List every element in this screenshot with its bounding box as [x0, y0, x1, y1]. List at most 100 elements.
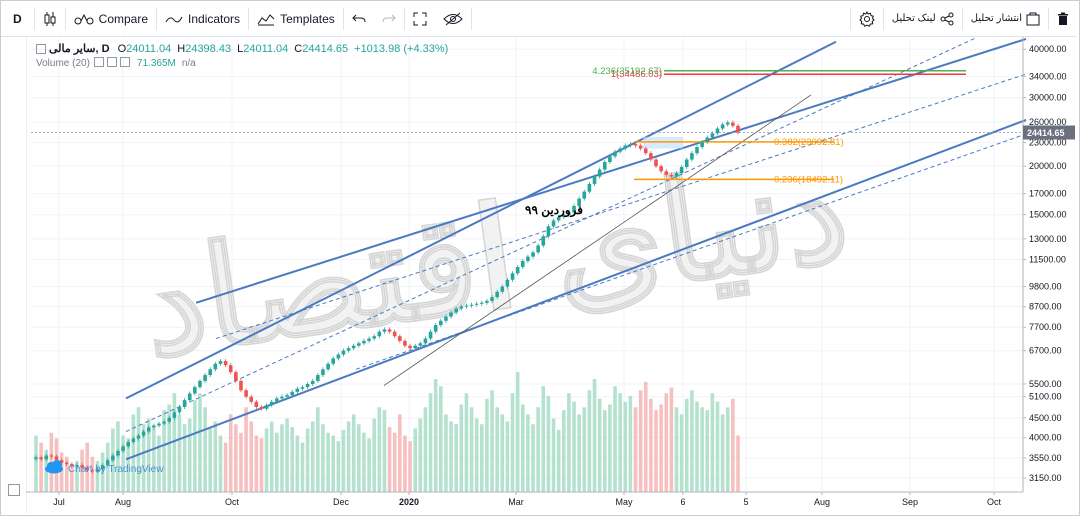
- tradingview-credit[interactable]: Chart by TradingView: [45, 460, 164, 475]
- collapse-icon[interactable]: [36, 43, 46, 54]
- compare-button[interactable]: Compare: [66, 1, 156, 36]
- candle-body: [321, 369, 325, 376]
- volume-controls[interactable]: [93, 57, 133, 70]
- settings-icon[interactable]: [106, 57, 117, 67]
- watermark-text: دنیای اقتصاد: [133, 131, 857, 385]
- candle-body: [213, 363, 218, 370]
- candle-body: [198, 380, 202, 388]
- symbol-title[interactable]: سایر مالی, D: [49, 43, 110, 55]
- delete-button[interactable]: [1049, 1, 1077, 36]
- candle-body: [64, 462, 69, 465]
- volume-bar: [351, 414, 356, 492]
- candle-body: [577, 198, 581, 206]
- undo-icon: [352, 13, 366, 25]
- candle-body: [515, 267, 520, 274]
- candle-body: [90, 470, 95, 472]
- hide-drawings-button[interactable]: [435, 1, 471, 36]
- annotation[interactable]: فروردین ۹۹: [525, 203, 583, 218]
- undo-button[interactable]: [344, 1, 374, 36]
- volume-bar: [290, 427, 295, 492]
- fullscreen-button[interactable]: [405, 1, 435, 36]
- volume-bar: [613, 386, 617, 492]
- indicators-icon: [165, 13, 183, 25]
- volume-bar: [131, 414, 136, 492]
- fib-level-label: 1(34486.03): [611, 69, 662, 80]
- volume-bar: [295, 435, 300, 492]
- volume-bar: [439, 386, 443, 492]
- candle-body: [700, 141, 704, 148]
- candle-body: [736, 125, 740, 133]
- candle-body: [710, 133, 715, 138]
- credit-text: Chart by TradingView: [68, 464, 164, 475]
- fibonacci-levels[interactable]: 0.236(18492.11) 0.382(23092.81) 1(34486.03…: [592, 66, 966, 186]
- high-value: 24398.43: [185, 42, 232, 55]
- candle-body: [95, 469, 100, 472]
- volume-bar: [326, 432, 330, 492]
- volume-bar: [341, 429, 346, 492]
- top-toolbar: D Compare Indicators Templates: [1, 1, 1077, 37]
- candle-body: [136, 435, 141, 439]
- volume-bar: [157, 435, 161, 492]
- settings-button[interactable]: [851, 1, 883, 36]
- candle-body: [377, 331, 382, 337]
- templates-button[interactable]: Templates: [249, 1, 343, 36]
- publish-analysis-button[interactable]: انتشار تحلیل: [963, 1, 1048, 36]
- volume-bar: [454, 424, 458, 492]
- chart-type-button[interactable]: [35, 1, 65, 36]
- scroll-to-start-button[interactable]: [8, 484, 20, 496]
- candle-body: [679, 167, 684, 174]
- candle-body: [305, 384, 310, 388]
- candle-body: [182, 400, 187, 407]
- price-chart[interactable]: دنیای اقتصاد 0.236(18492.11) 0.382(23092.…: [26, 37, 1076, 513]
- candle-body: [346, 348, 351, 351]
- candle-body: [208, 369, 213, 376]
- toolbar-divider: [961, 7, 963, 30]
- indicators-button[interactable]: Indicators: [157, 1, 248, 36]
- candle-body: [628, 144, 633, 146]
- volume-bar: [725, 407, 730, 492]
- volume-bar: [177, 414, 182, 492]
- fib-zone: [643, 136, 683, 149]
- candle-body: [490, 297, 494, 301]
- candlestick-series: [34, 120, 740, 474]
- close-value: 24414.65: [302, 42, 349, 55]
- volume-bar: [551, 418, 556, 492]
- volume-bar: [310, 421, 315, 492]
- candle-body: [100, 465, 105, 470]
- volume-bar: [182, 424, 187, 492]
- candle-body: [469, 304, 474, 306]
- volume-bars: [34, 372, 740, 492]
- volume-bar: [34, 435, 38, 492]
- candle-body: [572, 205, 576, 213]
- volume-bar: [146, 418, 151, 492]
- volume-bar: [444, 414, 448, 492]
- fib-level-label: 0.382(23092.81): [774, 137, 844, 148]
- trend-channel[interactable]: [125, 37, 1027, 461]
- candle-body: [75, 465, 79, 467]
- volume-bar: [392, 432, 397, 492]
- interval-button[interactable]: D: [1, 1, 34, 36]
- volume-bar: [372, 418, 376, 492]
- time-tick-label: Mar: [508, 497, 524, 507]
- low-label: L: [237, 42, 244, 55]
- volume-bar: [659, 404, 663, 492]
- candle-body: [362, 340, 366, 344]
- time-tick-label: 5: [743, 497, 748, 507]
- candle-body: [474, 303, 479, 305]
- eye-icon[interactable]: [93, 57, 104, 67]
- time-tick-label: May: [615, 497, 633, 507]
- volume-bar: [141, 424, 146, 492]
- candle-body: [316, 375, 320, 381]
- link-analysis-button[interactable]: لینک تحلیل: [884, 1, 962, 36]
- price-axis[interactable]: 3150.00 3550.00 4000.00 4500.00 5100.00 5500.…: [31, 37, 1075, 492]
- time-axis[interactable]: Jul Aug Oct Dec 2020 Mar May 6 5 Aug Sep Oct: [26, 491, 1023, 507]
- candle-body: [479, 302, 484, 304]
- low-value: 24011.04: [243, 42, 289, 55]
- toolbar-divider: [1048, 7, 1049, 30]
- redo-button[interactable]: [374, 1, 404, 36]
- volume-bar: [285, 418, 289, 492]
- candle-body: [54, 456, 59, 461]
- close-icon[interactable]: [119, 57, 130, 67]
- volume-bar: [387, 427, 392, 492]
- candle-body: [510, 273, 515, 280]
